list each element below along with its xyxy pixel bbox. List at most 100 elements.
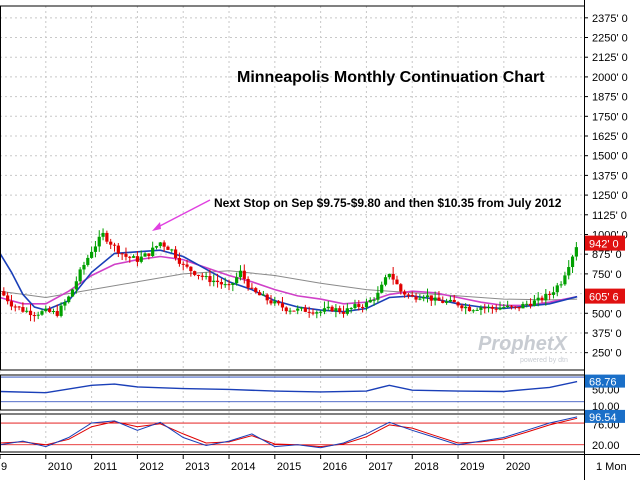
x-tick-label: 2011: [94, 461, 118, 473]
candle-body: [254, 288, 258, 293]
candle-body: [223, 284, 227, 286]
candle-body: [433, 297, 437, 301]
candle-body: [200, 275, 204, 277]
candle-body: [399, 284, 403, 292]
candle-body: [338, 308, 342, 313]
candle-body: [109, 241, 113, 245]
chart-title: Minneapolis Monthly Continuation Chart: [237, 69, 545, 86]
candle-body: [280, 303, 285, 308]
x-tick-label: 2020: [506, 461, 530, 473]
candle-body: [532, 300, 536, 306]
candle-body: [368, 299, 372, 303]
candle-body: [517, 306, 521, 309]
candle-body: [391, 273, 395, 280]
candle-body: [456, 302, 460, 306]
candle-body: [326, 306, 330, 309]
y-tick-label: 1625' 0: [592, 131, 628, 143]
candle-body: [67, 296, 71, 303]
candle-body: [509, 305, 514, 307]
candle-body: [124, 253, 128, 257]
candle-body: [135, 256, 140, 262]
candle-body: [36, 314, 40, 316]
candle-body: [334, 308, 338, 312]
last-price-tag-bg: [585, 235, 625, 251]
candle-body: [548, 293, 552, 295]
candle-body: [414, 296, 418, 300]
ma-price-tag-bg: [585, 288, 625, 304]
candle-body: [131, 256, 136, 258]
candle-body: [284, 307, 288, 312]
candle-body: [86, 257, 90, 265]
x-tick-label: 2012: [139, 461, 163, 473]
candle-body: [177, 257, 181, 264]
candle-body: [238, 270, 243, 278]
candle-body: [25, 310, 29, 312]
candle-body: [418, 298, 422, 300]
candle-body: [193, 271, 197, 275]
candle-body: [151, 247, 155, 257]
x-tick-label: 2014: [231, 461, 255, 473]
candle-body: [296, 308, 300, 311]
candle-body: [112, 244, 117, 246]
candle-body: [311, 312, 315, 314]
candle-body: [536, 297, 540, 301]
candle-body: [319, 311, 323, 313]
candle-body: [40, 311, 44, 315]
ma-mid-line: [0, 255, 578, 307]
candle-body: [154, 246, 159, 248]
candle-body: [235, 277, 239, 284]
y-tick-label: 1750' 0: [592, 111, 628, 123]
candle-body: [353, 304, 357, 309]
indicator2-value-bg: [585, 409, 625, 423]
candle-body: [315, 312, 319, 314]
candle-body: [303, 307, 307, 312]
y-tick-label: 1375' 0: [592, 170, 628, 182]
candle-body: [21, 307, 25, 312]
candle-body: [128, 256, 132, 258]
candle-body: [570, 256, 575, 268]
candle-body: [189, 266, 193, 272]
candle-body: [51, 311, 56, 313]
candle-body: [299, 307, 304, 309]
candle-body: [231, 283, 235, 285]
candle-body: [563, 275, 567, 285]
candle-body: [502, 306, 506, 308]
candle-body: [292, 310, 296, 312]
x-tick-label: 2016: [323, 461, 347, 473]
candle-body: [486, 306, 491, 308]
y-tick-label: 2125' 0: [592, 52, 628, 64]
candle-body: [204, 276, 208, 278]
candle-body: [219, 282, 223, 285]
candle-body: [139, 256, 143, 262]
candle-body: [464, 306, 468, 309]
y-tick-label: 375' 0: [592, 328, 622, 340]
candle-body: [59, 305, 63, 316]
y-tick-label: 2000' 0: [592, 72, 628, 84]
candle-body: [330, 306, 334, 312]
indicator2-k-line: [0, 416, 578, 449]
candle-body: [506, 305, 510, 307]
chart-annotation: Next Stop on Sep $9.75-$9.80 and then $1…: [214, 196, 562, 210]
annotation-arrow-line: [155, 199, 211, 229]
y-tick-label: 1125' 0: [592, 210, 627, 222]
candle-body: [376, 292, 380, 300]
candle-body: [250, 287, 254, 289]
x-tick-label: 9: [1, 461, 7, 473]
candle-body: [341, 312, 346, 314]
candle-body: [93, 246, 98, 252]
candle-body: [483, 307, 487, 309]
candle-body: [28, 310, 33, 316]
candle-body: [574, 247, 578, 257]
candle-body: [9, 301, 14, 307]
candle-body: [422, 296, 426, 299]
candle-body: [345, 308, 349, 314]
candle-body: [475, 309, 479, 311]
candle-body: [357, 304, 361, 307]
ma-long-line: [0, 270, 578, 301]
candle-body: [173, 249, 178, 258]
candle-body: [544, 293, 548, 301]
candle-body: [6, 295, 10, 302]
candle-body: [425, 295, 430, 297]
candle-body: [513, 306, 517, 308]
